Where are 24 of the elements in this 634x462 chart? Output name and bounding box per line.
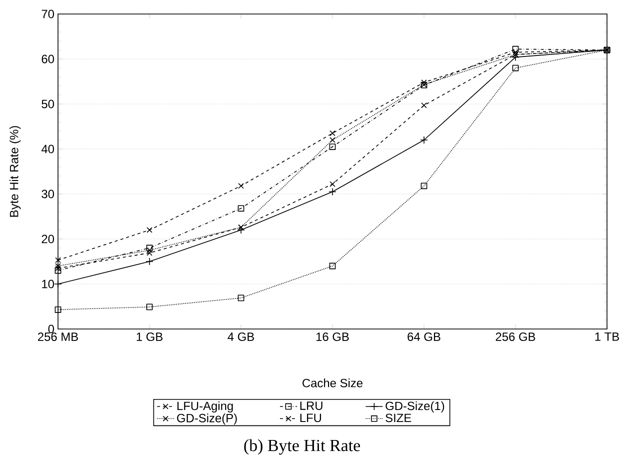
- x-tick-label: 1 GB: [136, 332, 162, 341]
- x-tick-label: 256 GB: [496, 332, 536, 341]
- y-tick-label: 50: [42, 100, 54, 108]
- y-tick-label: 70: [42, 10, 54, 18]
- legend-label: GD-Size(P): [177, 414, 237, 425]
- y-tick-label: 40: [41, 144, 54, 154]
- y-axis-title: Byte Hit Rate (%): [10, 126, 21, 217]
- y-tick-label: 0: [48, 324, 54, 334]
- y-tick-label: 10: [42, 280, 54, 288]
- x-axis-title: Cache Size: [302, 378, 363, 388]
- x-tick-label: 64 GB: [408, 332, 440, 341]
- legend-label: LFU-Aging: [177, 401, 233, 413]
- legend-label: LRU: [300, 402, 322, 410]
- legend-label: SIZE: [386, 414, 412, 422]
- y-tick-label: 30: [42, 190, 54, 198]
- x-tick-label: 1 TB: [595, 332, 619, 341]
- y-tick-label: 20: [42, 234, 54, 244]
- legend-label: GD-Size(1): [386, 401, 444, 413]
- y-tick-label: 60: [42, 54, 54, 64]
- x-tick-label: 4 GB: [228, 332, 254, 341]
- text: (b) Byte Hit Rate: [244, 439, 360, 455]
- legend-label: LFU: [300, 414, 322, 422]
- x-tick-label: 16 GB: [316, 332, 349, 341]
- x-tick-label: 256 MB: [38, 332, 78, 341]
